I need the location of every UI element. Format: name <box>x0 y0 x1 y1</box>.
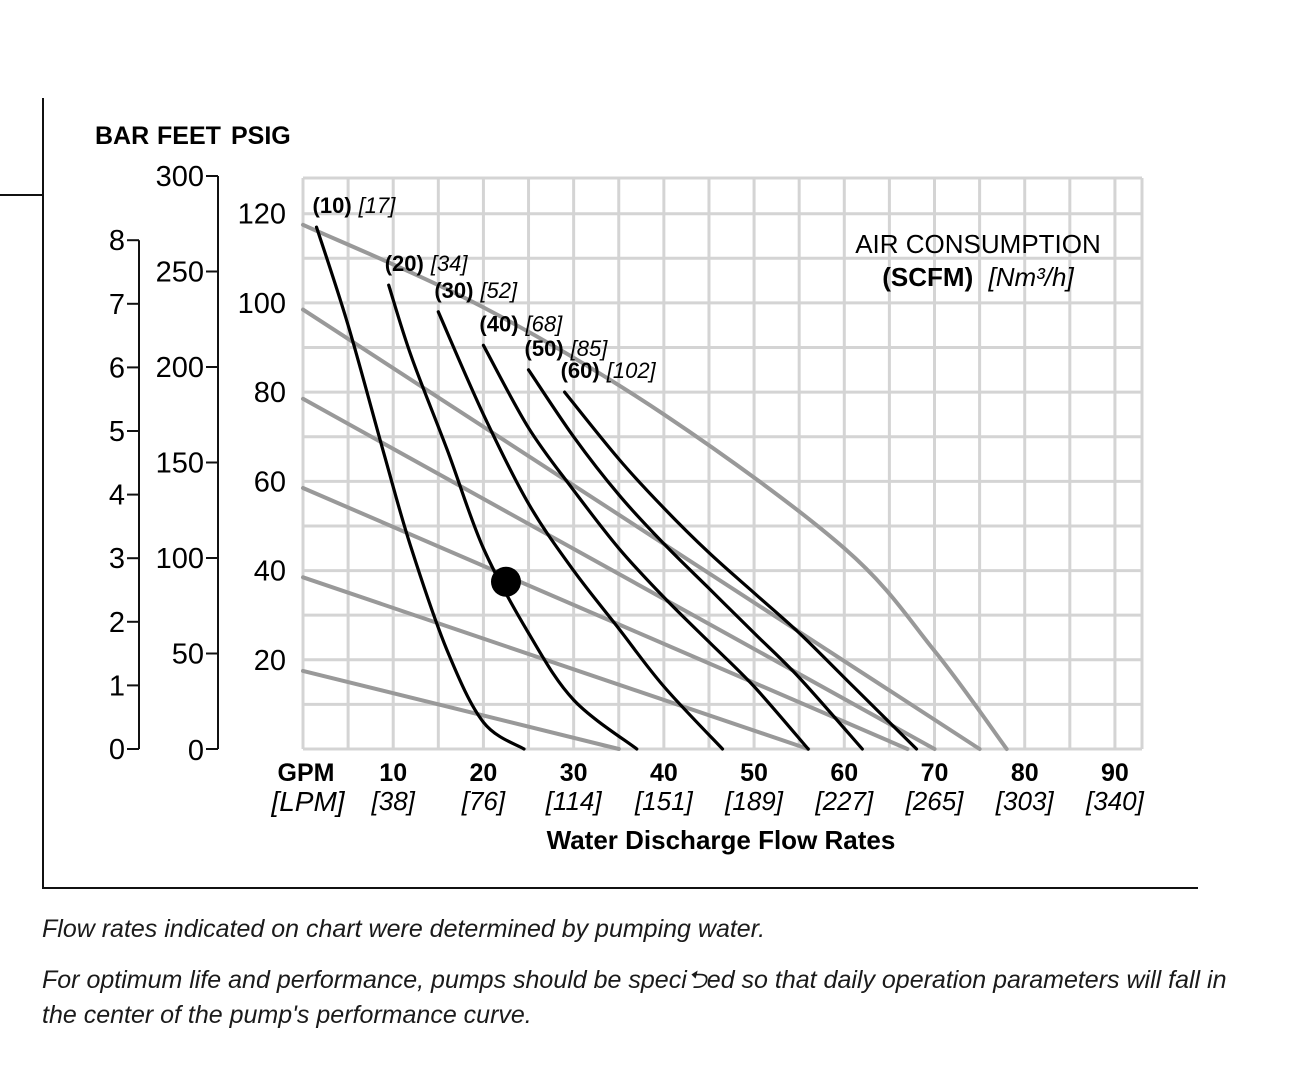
air-consumption-label-scfm: (10) <box>313 193 352 218</box>
y-tick-label-feet: 250 <box>156 257 204 289</box>
air-consumption-label-nm3h: [52] <box>479 278 518 303</box>
x-unit-label-gpm: GPM <box>278 759 335 787</box>
air-consumption-curve-3 <box>436 310 725 751</box>
air-consumption-curves <box>314 225 919 751</box>
grid <box>301 176 1144 751</box>
x-tick-label-lpm: [76] <box>461 786 506 816</box>
x-tick-label-gpm: 30 <box>560 759 588 787</box>
air-consumption-labels: (10) [17] (20) [34](30) [52] (40) [68](50) [85]… <box>313 193 657 383</box>
note-flow-rates: Flow rates indicated on chart were deter… <box>42 915 766 943</box>
x-axis-title: Water Discharge Flow Rates <box>547 825 896 855</box>
y-tick-label-feet: 150 <box>156 448 204 480</box>
air-consumption-label-nm3h: [68] <box>525 311 564 336</box>
air-pressure-curve-100psig <box>301 307 982 751</box>
air-consumption-label-scfm: (60) <box>561 358 600 383</box>
y-tick-label-feet: 50 <box>172 639 204 671</box>
air-consumption-curve-5 <box>526 368 864 751</box>
x-tick-label-gpm: 90 <box>1101 759 1129 787</box>
air-consumption-title: AIR CONSUMPTION <box>855 229 1101 259</box>
air-consumption-units: (SCFM) [Nm³/h] <box>882 262 1074 292</box>
y-tick-label-psig: 100 <box>238 288 286 320</box>
y-unit-label-bar: BAR <box>95 122 149 150</box>
x-tick-label-lpm: [303] <box>995 786 1055 816</box>
y-tick-label-bar: 1 <box>109 670 125 702</box>
y-tick-label-psig: 40 <box>254 556 286 588</box>
air-consumption-label-1: (10) [17] <box>313 193 397 218</box>
air-consumption-label-scfm: (30) <box>434 278 473 303</box>
air-consumption-curve-2 <box>387 283 639 751</box>
y-tick-label-feet: 100 <box>156 543 204 575</box>
y-tick-label-psig: 60 <box>254 466 286 498</box>
y-tick-label-bar: 0 <box>109 734 125 766</box>
y-tick-label-bar: 4 <box>109 480 125 512</box>
air-consumption-curve-6 <box>563 390 919 751</box>
air-consumption-label-scfm: (40) <box>479 311 518 336</box>
air-consumption-curve-1 <box>314 225 526 751</box>
x-axis: 10[38] 20[76] 30[114] 40[151] 50[189] 60[227]… <box>371 759 1145 816</box>
x-tick-label-lpm: [189] <box>724 786 784 816</box>
air-consumption-label-nm3h: [34] <box>430 251 469 276</box>
x-tick-label-lpm: [227] <box>814 786 874 816</box>
air-pressure-curve-20psig <box>301 668 621 751</box>
y-tick-label-bar: 3 <box>109 543 125 575</box>
x-tick-label-gpm: 10 <box>379 759 407 787</box>
x-tick-label-gpm: 60 <box>830 759 858 787</box>
y-tick-label-bar: 8 <box>109 225 125 257</box>
pump-performance-chart: (10) [17] (20) [34](30) [52] (40) [68](50) [85]… <box>0 98 1198 889</box>
air-consumption-label-6: (60) [102] <box>561 358 657 383</box>
air-consumption-nm3h: [Nm³/h] <box>987 262 1074 292</box>
air-pressure-curve-60psig <box>301 486 910 751</box>
y-tick-label-feet: 300 <box>156 161 204 193</box>
operating-point-layer <box>490 566 521 597</box>
air-consumption-scfm: (SCFM) <box>882 262 973 292</box>
x-tick-label-lpm: [114] <box>545 786 603 816</box>
air-consumption-label-5: (50) [85] <box>525 336 609 361</box>
x-tick-label-gpm: 50 <box>740 759 768 787</box>
x-unit-label-lpm: [LPM] <box>270 786 345 817</box>
y-tick-label-feet: 200 <box>156 352 204 384</box>
y-unit-label-feet: FEET <box>157 122 221 150</box>
air-consumption-label-nm3h: [85] <box>570 336 609 361</box>
air-pressure-curve-120psig <box>301 222 1009 751</box>
air-consumption-curve-4 <box>481 343 810 751</box>
y-tick-label-bar: 7 <box>109 289 125 321</box>
air-consumption-label-3: (30) [52] <box>434 278 518 303</box>
y-tick-label-psig: 80 <box>254 377 286 409</box>
y-tick-label-bar: 6 <box>109 352 125 384</box>
air-consumption-label-scfm: (20) <box>385 251 424 276</box>
y-tick-label-psig: 120 <box>238 199 286 231</box>
x-tick-label-gpm: 20 <box>470 759 498 787</box>
operating-point-marker <box>490 566 521 597</box>
x-tick-label-gpm: 40 <box>650 759 678 787</box>
x-tick-label-gpm: 70 <box>921 759 949 787</box>
air-consumption-label-2: (20) [34] <box>385 251 469 276</box>
x-tick-label-lpm: [151] <box>634 786 694 816</box>
x-tick-label-lpm: [340] <box>1085 786 1145 816</box>
x-tick-label-lpm: [38] <box>371 786 416 816</box>
air-consumption-label-nm3h: [17] <box>358 193 397 218</box>
y-tick-label-bar: 5 <box>109 416 125 448</box>
note-optimum-life: For optimum life and performance, pumps … <box>42 966 1227 1029</box>
air-pressure-curves <box>301 222 1009 751</box>
air-consumption-label-scfm: (50) <box>525 336 564 361</box>
x-tick-label-lpm: [265] <box>905 786 965 816</box>
air-consumption-label-nm3h: [102] <box>606 358 657 383</box>
y-axes: 20 40 60 80 100 120 0 50 100 150 200 250 300 0 1 2 3 4 5 6 7… <box>109 161 286 767</box>
y-unit-label-psig: PSIG <box>231 122 291 150</box>
y-tick-label-psig: 20 <box>254 645 286 677</box>
air-pressure-curve-40psig <box>301 575 811 751</box>
y-tick-label-psig: 0 <box>188 735 204 767</box>
air-pressure-curve-80psig <box>301 396 937 751</box>
air-consumption-label-4: (40) [68] <box>479 311 563 336</box>
y-tick-label-bar: 2 <box>109 607 125 639</box>
x-tick-label-gpm: 80 <box>1011 759 1039 787</box>
